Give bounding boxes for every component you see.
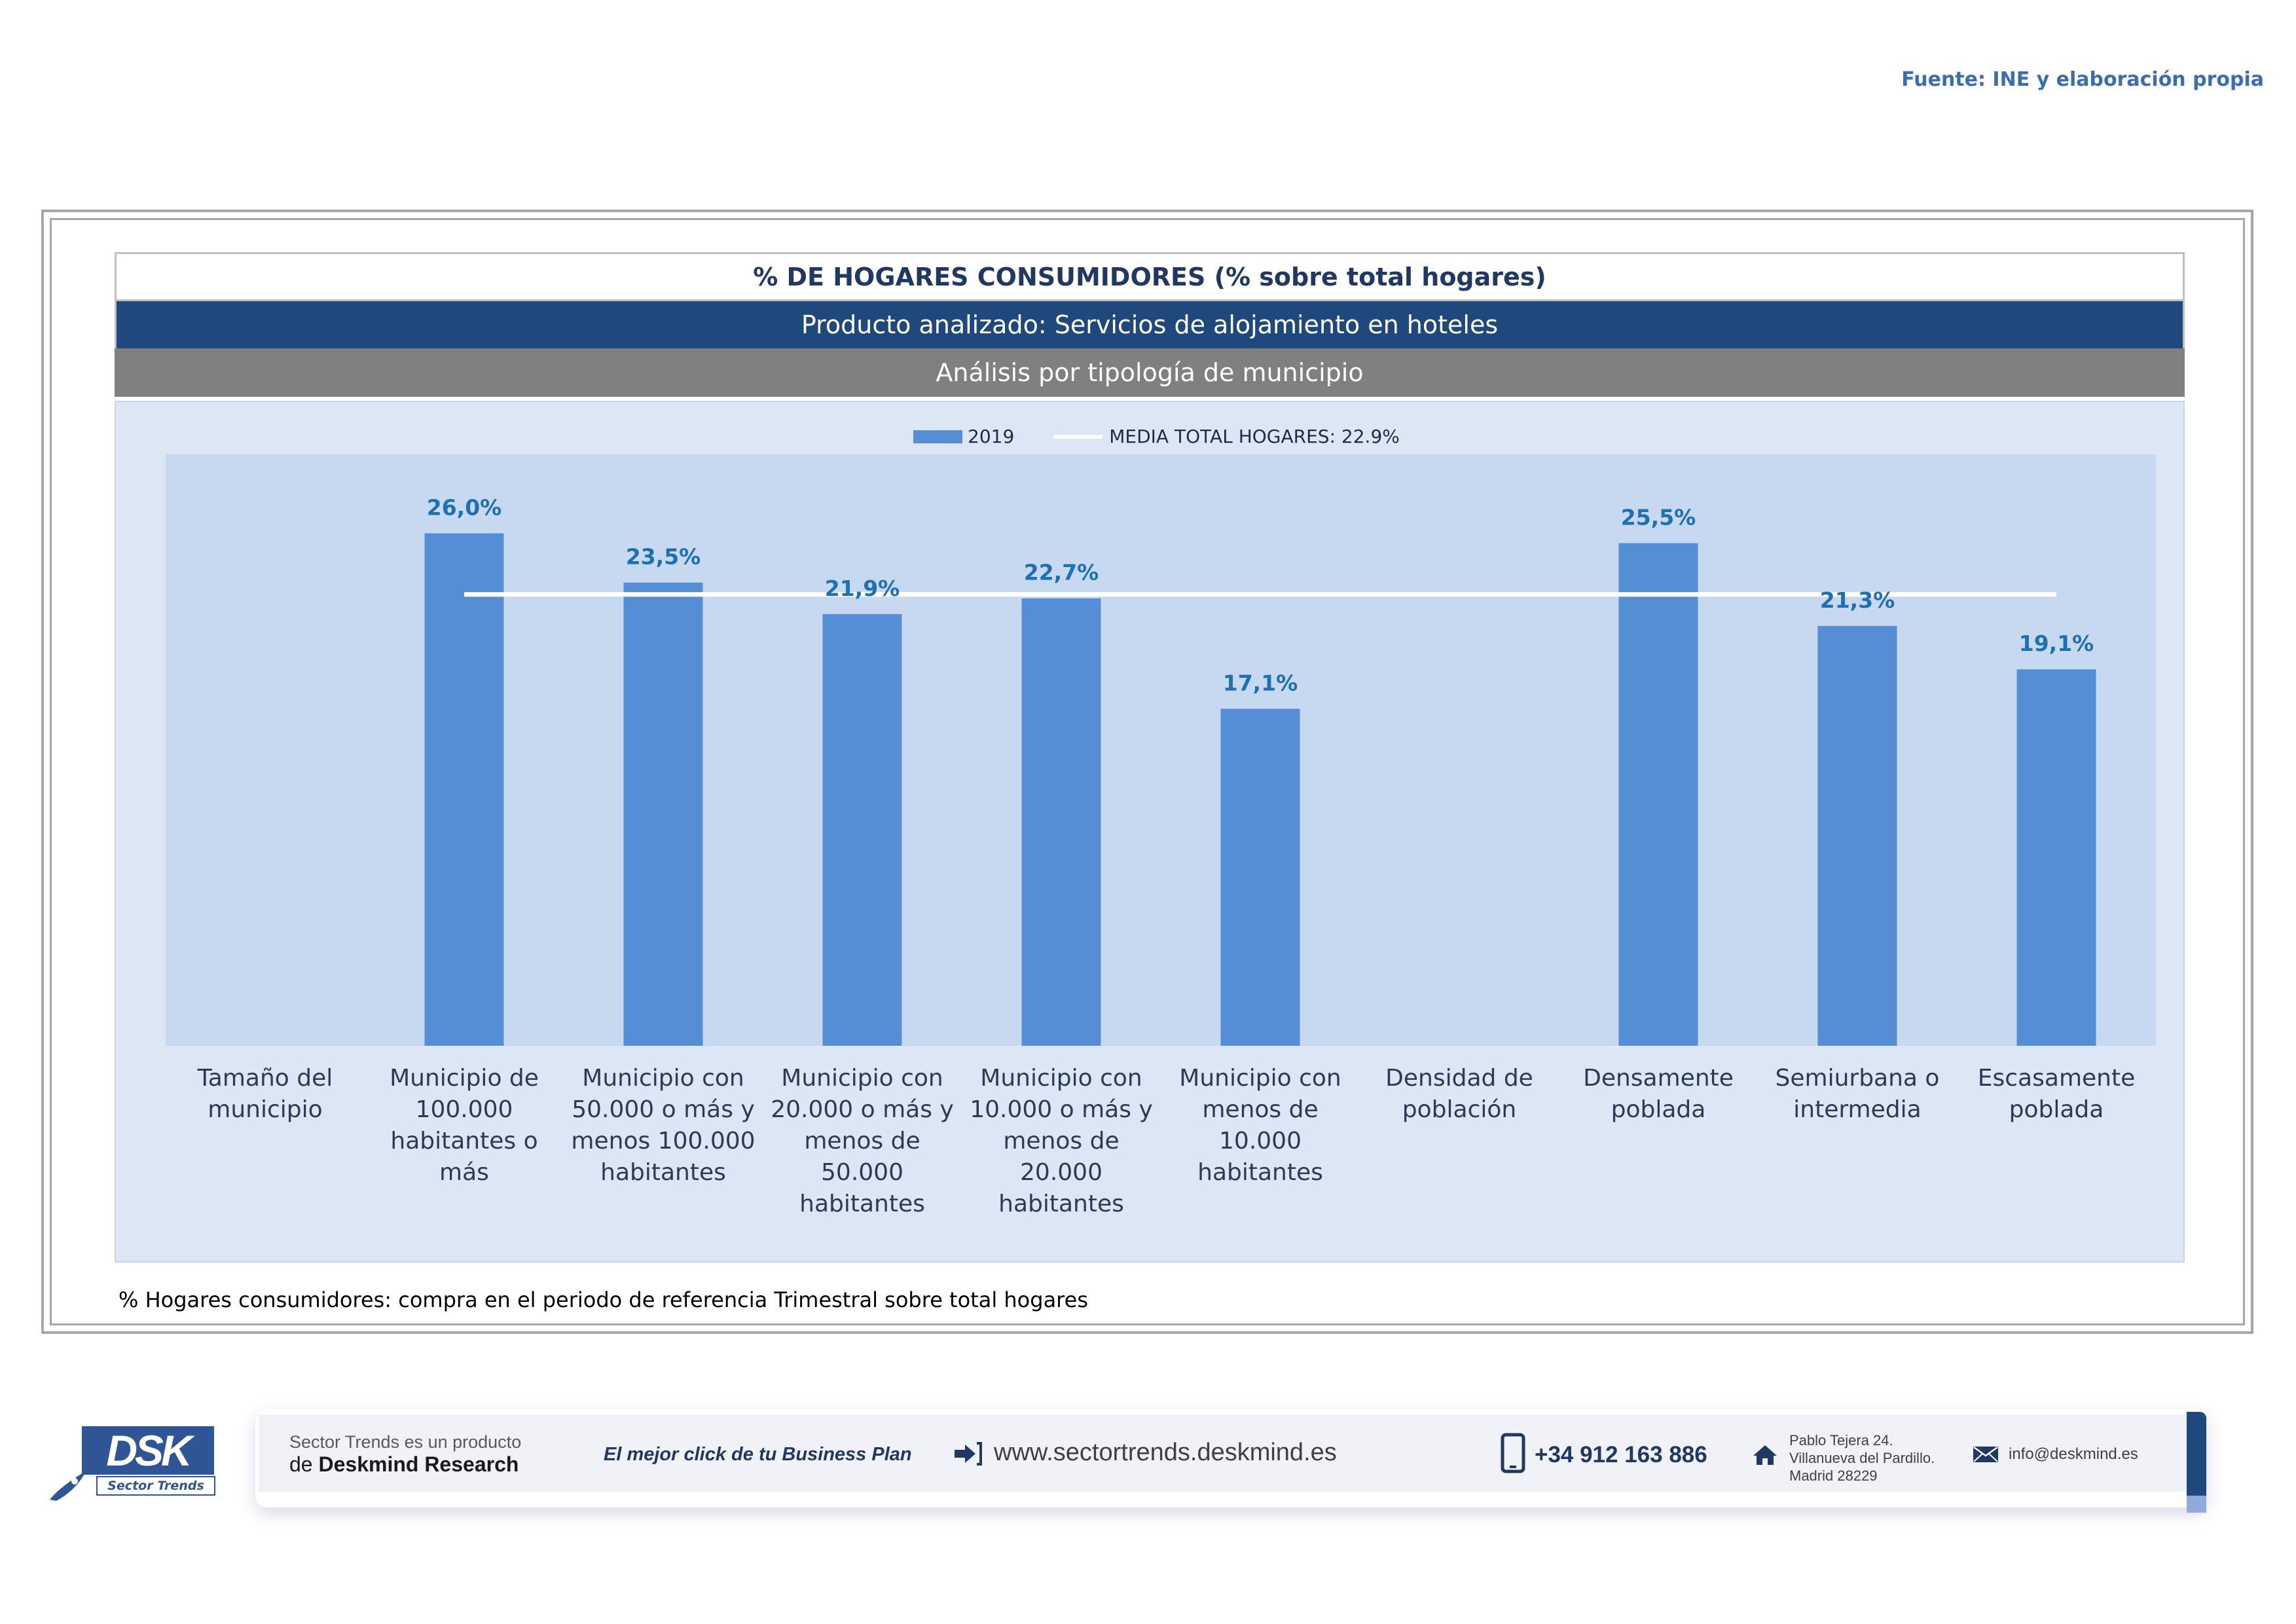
data-label-5: 17,1% bbox=[1223, 670, 1298, 695]
category-label-line: habitantes o más bbox=[390, 1128, 538, 1186]
category-label-line: menos 100.000 bbox=[571, 1128, 756, 1154]
data-label-7: 25,5% bbox=[1621, 504, 1696, 530]
category-label-line: menos de 50.000 bbox=[804, 1128, 920, 1186]
data-label-8: 21,3% bbox=[1820, 587, 1895, 613]
bar-5 bbox=[1220, 709, 1300, 1046]
category-label-line: habitantes bbox=[1197, 1159, 1323, 1186]
category-label-line: Municipio con bbox=[582, 1065, 744, 1092]
footer-address: Pablo Tejera 24. Villanueva del Pardillo… bbox=[1789, 1431, 1935, 1485]
legend-swatch-mean bbox=[1053, 434, 1103, 439]
category-label-0: Tamaño del municipio bbox=[166, 1063, 365, 1126]
footer-address-line3: Madrid 28229 bbox=[1789, 1467, 1878, 1484]
category-label-line: menos de 20.000 bbox=[1003, 1128, 1120, 1186]
legend-label-mean: MEDIA TOTAL HOGARES: 22.9% bbox=[1109, 426, 1400, 447]
data-label-3: 21,9% bbox=[825, 576, 900, 601]
footnote: % Hogares consumidores: compra en el per… bbox=[118, 1287, 1088, 1312]
category-label-line: municipio bbox=[208, 1096, 323, 1123]
bar-7 bbox=[1618, 543, 1698, 1046]
category-label-line: intermedia bbox=[1793, 1096, 1922, 1123]
category-label-line: habitantes bbox=[600, 1159, 726, 1186]
category-label-line: Densamente bbox=[1583, 1065, 1734, 1092]
envelope-icon bbox=[1973, 1446, 1998, 1462]
footer-tagline-2: de Deskmind Research bbox=[289, 1452, 519, 1477]
bar-8 bbox=[1817, 625, 1897, 1046]
category-label-line: Municipio de bbox=[390, 1065, 539, 1092]
category-label-line: menos de 10.000 bbox=[1202, 1096, 1319, 1154]
bar-9 bbox=[2016, 669, 2096, 1046]
bar-2 bbox=[623, 582, 703, 1046]
footer-tagline-prefix: de bbox=[289, 1452, 313, 1476]
category-label-line: poblada bbox=[1611, 1096, 1706, 1123]
category-label-4: Municipio con 10.000 o más y menos de 20.0… bbox=[962, 1063, 1161, 1220]
footer-accent bbox=[2187, 1412, 2206, 1496]
category-label-8: Semiurbana o intermedia bbox=[1758, 1063, 1957, 1126]
analysis-banner: Análisis por tipología de municipio bbox=[115, 348, 2185, 397]
bar-4 bbox=[1021, 598, 1101, 1046]
report-frame bbox=[41, 210, 2253, 1334]
footer-company: Deskmind Research bbox=[318, 1452, 519, 1476]
category-label-line: poblada bbox=[2009, 1096, 2104, 1123]
legend-label-2019: 2019 bbox=[968, 426, 1015, 447]
data-label-4: 22,7% bbox=[1024, 560, 1099, 585]
category-label-2: Municipio con 50.000 o más y menos 100.000… bbox=[564, 1063, 763, 1189]
category-label-3: Municipio con 20.000 o más y menos de 50.0… bbox=[763, 1063, 962, 1220]
category-label-line: habitantes bbox=[998, 1190, 1124, 1217]
footer-url-link[interactable]: www.sectortrends.deskmind.es bbox=[994, 1439, 1337, 1466]
dsk-logo: DSK bbox=[82, 1426, 214, 1475]
data-label-1: 26,0% bbox=[427, 494, 502, 520]
chart-legend: 2019 MEDIA TOTAL HOGARES: 22.9% bbox=[913, 426, 1400, 447]
category-label-line: Municipio con bbox=[1179, 1065, 1341, 1092]
report-frame-inner bbox=[50, 218, 2245, 1325]
category-label-line: Semiurbana o bbox=[1775, 1065, 1940, 1092]
category-label-6: Densidad de población bbox=[1360, 1063, 1559, 1126]
footer-inner bbox=[259, 1414, 2187, 1492]
footer-email-link[interactable]: info@deskmind.es bbox=[2009, 1445, 2138, 1463]
category-label-line: 20.000 o más y bbox=[771, 1096, 954, 1123]
category-label-line: población bbox=[1402, 1096, 1517, 1123]
category-label-line: Densidad de bbox=[1385, 1065, 1533, 1092]
category-label-line: 10.000 o más y bbox=[970, 1096, 1153, 1123]
product-banner: Producto analizado: Servicios de alojami… bbox=[115, 301, 2185, 348]
phone-icon bbox=[1501, 1433, 1525, 1473]
logo-text: DSK bbox=[106, 1426, 192, 1475]
category-label-7: Densamente poblada bbox=[1559, 1063, 1758, 1126]
category-label-line: Municipio con bbox=[980, 1065, 1142, 1092]
arrow-link-icon bbox=[955, 1442, 982, 1466]
footer-tagline-1: Sector Trends es un producto bbox=[289, 1432, 522, 1452]
bar-3 bbox=[822, 614, 902, 1046]
chart-title: % DE HOGARES CONSUMIDORES (% sobre total… bbox=[115, 252, 2185, 301]
category-label-line: 50.000 o más y bbox=[572, 1096, 755, 1123]
category-label-line: Municipio con bbox=[781, 1065, 943, 1092]
category-label-9: Escasamente poblada bbox=[1957, 1063, 2156, 1126]
category-label-5: Municipio con menos de 10.000 habitantes bbox=[1161, 1063, 1360, 1189]
category-label-line: 100.000 bbox=[415, 1096, 513, 1123]
footer-address-line2: Villanueva del Pardillo. bbox=[1789, 1450, 1935, 1466]
category-label-line: habitantes bbox=[799, 1190, 925, 1217]
category-label-line: Escasamente bbox=[1977, 1065, 2136, 1092]
legend-swatch-2019 bbox=[913, 430, 962, 443]
category-label-line: Tamaño del bbox=[197, 1065, 333, 1092]
category-label-1: Municipio de 100.000 habitantes o más bbox=[365, 1063, 564, 1189]
data-label-9: 19,1% bbox=[2019, 631, 2094, 656]
home-icon bbox=[1753, 1445, 1777, 1465]
source-note: Fuente: INE y elaboración propia bbox=[1901, 68, 2264, 91]
footer-accent-light bbox=[2187, 1496, 2206, 1513]
data-label-2: 23,5% bbox=[626, 544, 701, 570]
bar-1 bbox=[424, 533, 504, 1046]
footer-address-line1: Pablo Tejera 24. bbox=[1789, 1432, 1893, 1449]
footer-slogan: El mejor click de tu Business Plan bbox=[604, 1444, 912, 1465]
footer-phone[interactable]: +34 912 163 886 bbox=[1535, 1442, 1707, 1467]
rocket-icon bbox=[50, 1471, 86, 1501]
logo-subtitle: Sector Trends bbox=[96, 1476, 215, 1496]
